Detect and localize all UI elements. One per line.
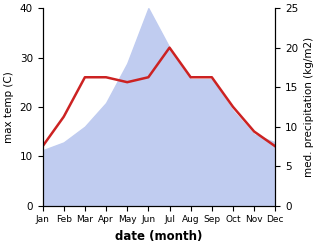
Y-axis label: max temp (C): max temp (C) — [4, 71, 14, 143]
X-axis label: date (month): date (month) — [115, 230, 203, 243]
Y-axis label: med. precipitation (kg/m2): med. precipitation (kg/m2) — [304, 37, 314, 177]
